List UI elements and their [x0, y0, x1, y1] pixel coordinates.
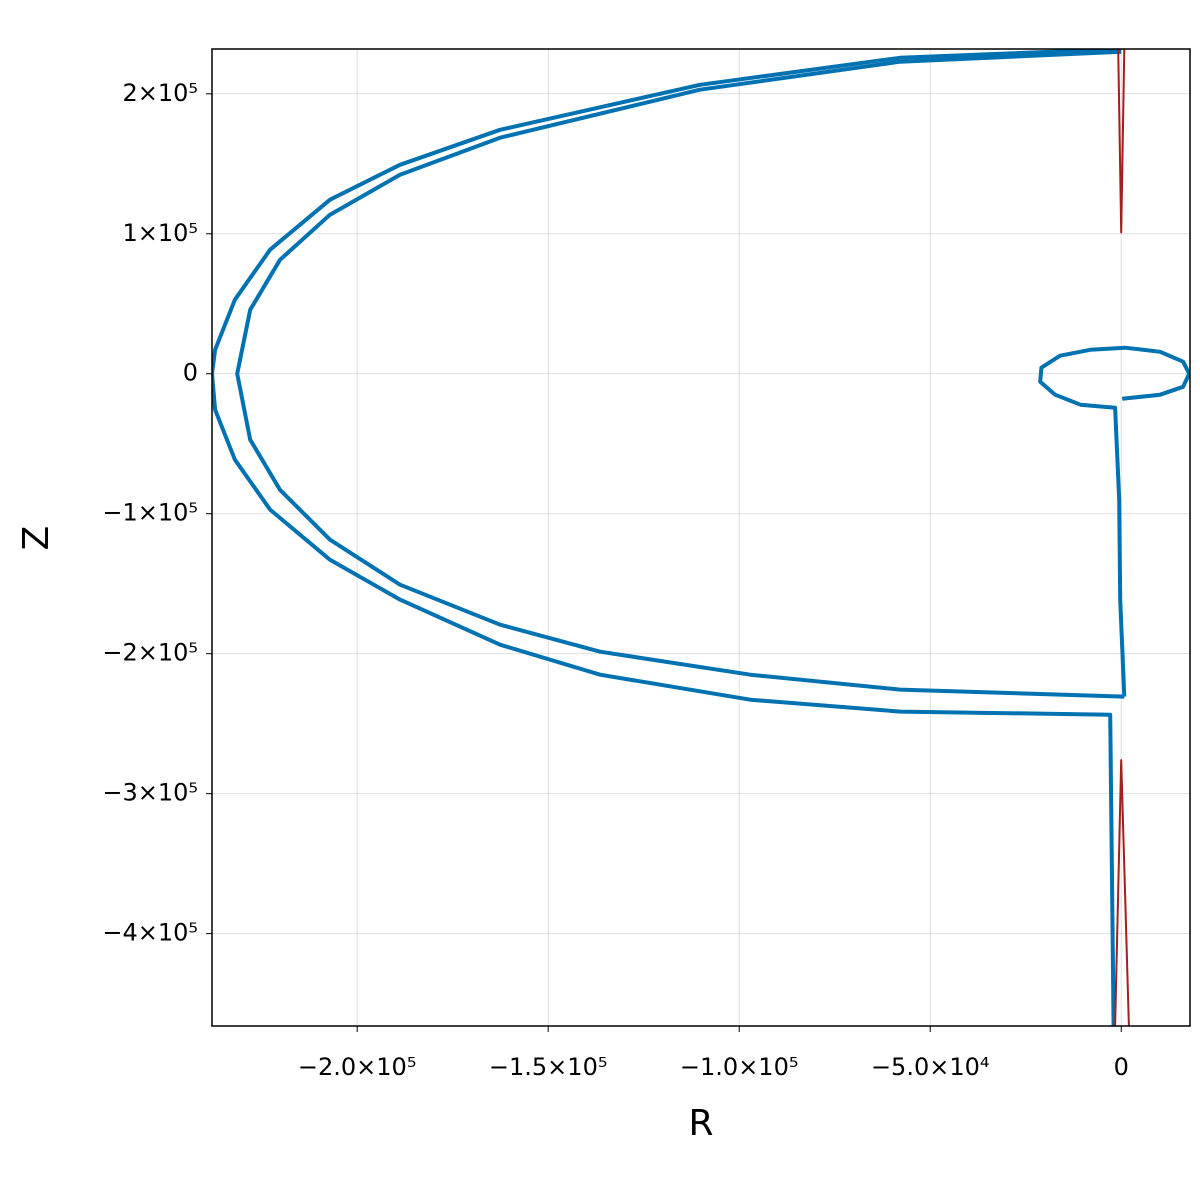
x-tick-label: −1.0×10⁵	[680, 1053, 799, 1081]
series-line	[1114, 49, 1130, 1026]
y-tick-label: −4×10⁵	[102, 919, 198, 947]
y-tick-label: −2×10⁵	[102, 639, 198, 667]
x-tick-label: −5.0×10⁴	[871, 1053, 990, 1081]
y-axis-label: Z	[16, 526, 57, 551]
y-tick-label: 2×10⁵	[122, 79, 198, 107]
series-line	[212, 49, 1122, 1026]
series-line	[1038, 345, 1190, 697]
series-line	[235, 49, 1125, 699]
plot-frame	[211, 48, 1191, 1027]
y-tick-label: −3×10⁵	[102, 779, 198, 807]
x-tick-label: −1.5×10⁵	[489, 1053, 608, 1081]
x-tick-label: 0	[1114, 1053, 1129, 1081]
y-tick-label: −1×10⁵	[102, 499, 198, 527]
x-axis-label: R	[688, 1103, 713, 1144]
y-tick-label: 1×10⁵	[122, 219, 198, 247]
x-tick-label: −2.0×10⁵	[298, 1053, 417, 1081]
y-tick-label: 0	[183, 359, 198, 387]
